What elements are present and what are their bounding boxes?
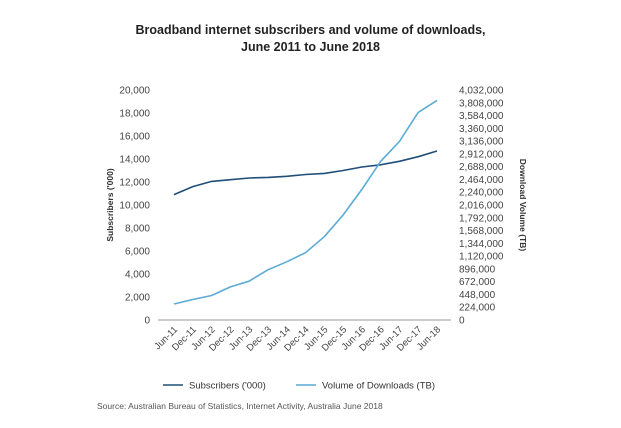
y-tick-label: 14,000 — [119, 155, 150, 166]
y2-tick-label: 2,240,000 — [459, 188, 504, 199]
y2-tick-label: 3,808,000 — [459, 98, 504, 109]
y2-tick-label: 2,464,000 — [459, 175, 504, 186]
y2-tick-label: 2,688,000 — [459, 162, 504, 173]
y2-tick-label: 3,584,000 — [459, 111, 504, 122]
y2-axis-label: Download Volume (TB) — [518, 159, 528, 252]
legend-label: Volume of Downloads (TB) — [322, 381, 435, 392]
y-tick-label: 16,000 — [119, 132, 150, 143]
left-axis-ticks: 0 2,000 4,000 6,000 8,000 10,000 12,000 14,000 1… — [119, 86, 150, 327]
y2-tick-label: 224,000 — [459, 303, 496, 314]
y2-tick-label: 1,792,000 — [459, 213, 504, 224]
y-tick-label: 6,000 — [125, 247, 150, 258]
y2-tick-label: 3,136,000 — [459, 137, 504, 148]
y-axis-label: Subscribers ('000) — [105, 168, 115, 242]
y2-tick-label: 672,000 — [459, 277, 496, 288]
subscribers-series-line — [173, 150, 438, 196]
y-tick-label: 2,000 — [125, 293, 150, 304]
series-lines — [173, 99, 438, 305]
y2-tick-label: 448,000 — [459, 290, 496, 301]
y-tick-label: 8,000 — [125, 224, 150, 235]
y2-tick-label: 3,360,000 — [459, 124, 504, 135]
y-tick-label: 12,000 — [119, 178, 150, 189]
source-note: Source: Australian Bureau of Statistics,… — [97, 401, 383, 411]
y2-tick-label: 0 — [459, 316, 465, 327]
legend-label: Subscribers ('000) — [189, 381, 266, 392]
y2-tick-label: 4,032,000 — [459, 86, 504, 97]
y2-tick-label: 1,568,000 — [459, 226, 504, 237]
y-tick-label: 20,000 — [119, 86, 150, 97]
legend: Subscribers ('000) Volume of Downloads (T… — [163, 381, 435, 392]
chart-title: Broadband internet subscribers and volum… — [0, 22, 621, 56]
chart-title-line-2: June 2011 to June 2018 — [241, 40, 380, 54]
y-tick-label: 10,000 — [119, 201, 150, 212]
y-tick-label: 0 — [144, 316, 150, 327]
y-tick-label: 4,000 — [125, 270, 150, 281]
x-axis-ticks: Jun-11Dec-11Jun-12Dec-12Jun-13Dec-13Jun-… — [152, 324, 443, 353]
y2-tick-label: 2,912,000 — [459, 149, 504, 160]
y2-tick-label: 1,344,000 — [459, 239, 504, 250]
chart-canvas: 0 2,000 4,000 6,000 8,000 10,000 12,000 14,000 1… — [105, 86, 528, 392]
y-tick-label: 18,000 — [119, 109, 150, 120]
y2-tick-label: 896,000 — [459, 264, 496, 275]
downloads-series-line — [173, 99, 438, 305]
y2-tick-label: 1,120,000 — [459, 252, 504, 263]
chart-title-line-1: Broadband internet subscribers and volum… — [135, 23, 486, 37]
y2-tick-label: 2,016,000 — [459, 201, 504, 212]
